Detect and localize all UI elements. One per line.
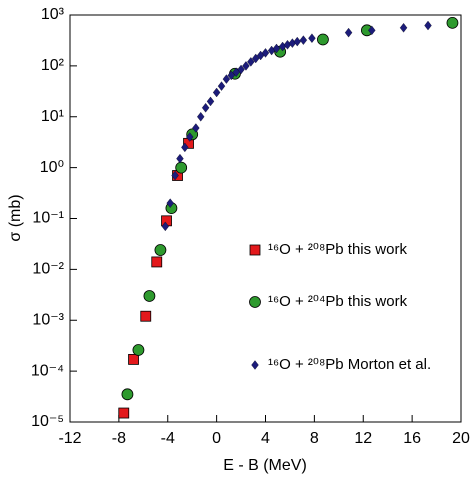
- x-tick-label: -8: [112, 430, 126, 447]
- data-point: [143, 290, 156, 302]
- data-point: [368, 25, 376, 36]
- data-point: [217, 81, 226, 91]
- data-point: [118, 407, 130, 419]
- x-tick-label: 4: [261, 430, 270, 447]
- legend-marker: [251, 360, 259, 370]
- y-axis-label: σ (mb): [7, 194, 24, 241]
- data-point: [272, 43, 281, 54]
- x-axis-label: E - B (MeV): [223, 457, 307, 474]
- data-point: [132, 344, 145, 356]
- data-point: [446, 16, 459, 29]
- data-point: [242, 61, 250, 71]
- data-point: [175, 161, 188, 174]
- data-point: [237, 64, 245, 75]
- data-point: [308, 33, 316, 43]
- data-point: [166, 198, 174, 208]
- data-point: [212, 87, 221, 98]
- x-tick-label: 0: [212, 430, 221, 447]
- y-tick-label: 10²: [41, 57, 65, 74]
- data-point: [154, 244, 167, 256]
- data-point: [140, 310, 152, 322]
- data-point: [161, 221, 169, 232]
- data-point: [222, 74, 231, 84]
- legend-label: ¹⁶O + ²⁰⁸Pb this work: [268, 241, 407, 258]
- data-point: [192, 123, 200, 133]
- y-tick-label: 10⁻⁵: [31, 413, 64, 430]
- legend-marker: [249, 296, 261, 308]
- data-point: [293, 36, 301, 47]
- data-point: [399, 23, 408, 33]
- y-tick-label: 10⁰: [40, 159, 64, 176]
- y-tick-label: 10¹: [41, 108, 64, 125]
- data-point: [181, 142, 189, 153]
- legend-label: ¹⁶O + ²⁰⁸Pb Morton et al.: [268, 356, 431, 373]
- data-point: [424, 20, 432, 31]
- x-tick-label: 20: [452, 430, 470, 447]
- data-point: [261, 48, 270, 58]
- legend-label: ¹⁶O + ²⁰⁴Pb this work: [268, 293, 408, 310]
- y-tick-label: 10⁻⁴: [31, 362, 64, 379]
- legend-marker: [249, 244, 261, 256]
- x-tick-label: -4: [161, 430, 175, 447]
- data-point: [128, 354, 139, 365]
- data-point: [344, 27, 353, 38]
- data-point: [247, 57, 255, 67]
- data-point: [201, 103, 210, 113]
- data-point: [151, 256, 163, 268]
- x-tick-label: -12: [58, 430, 81, 447]
- y-tick-label: 10⁻³: [32, 311, 64, 328]
- data-point: [299, 35, 308, 45]
- data-point: [171, 170, 179, 181]
- data-point: [317, 33, 329, 46]
- data-point: [186, 132, 194, 142]
- y-tick-label: 10³: [41, 6, 65, 23]
- data-point: [227, 70, 235, 81]
- data-point: [197, 112, 205, 122]
- x-tick-label: 16: [403, 430, 421, 447]
- x-tick-label: 12: [354, 430, 372, 447]
- x-tick-label: 8: [310, 430, 319, 447]
- y-tick-label: 10⁻²: [32, 261, 64, 278]
- data-point: [176, 153, 184, 164]
- data-point: [206, 96, 215, 107]
- data-point: [121, 388, 134, 401]
- y-tick-label: 10⁻¹: [32, 210, 64, 227]
